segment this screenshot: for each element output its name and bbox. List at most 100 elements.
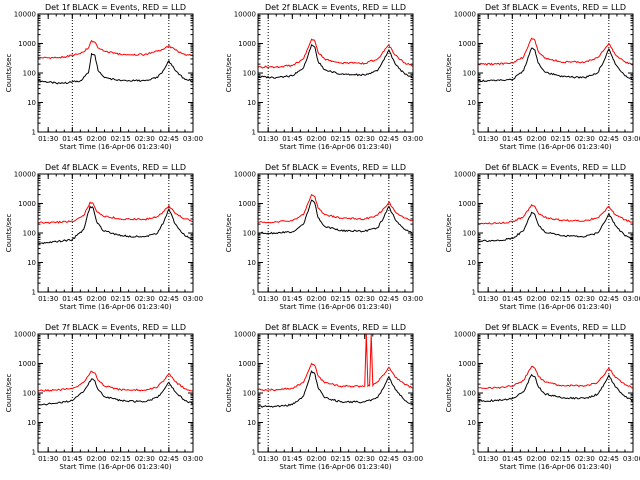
y-axis-label: Counts/sec [5,54,13,93]
y-tick-label: 1 [252,449,256,457]
series-lld [258,38,414,69]
x-tick-label: 02:30 [135,295,155,303]
y-tick-label: 10 [27,259,36,267]
chart-title: Det 9f BLACK = Events, RED = LLD [485,323,626,332]
x-tick-label: 02:45 [379,135,399,143]
y-tick-label: 10000 [14,331,36,339]
series-lld [258,193,413,224]
x-tick-label: 02:15 [551,455,571,463]
series-lld [258,333,414,392]
x-tick-label: 01:30 [258,455,278,463]
y-tick-label: 10 [247,259,256,267]
x-tick-label: 02:15 [331,455,351,463]
x-tick-label: 02:30 [135,455,155,463]
series-events [478,47,634,82]
x-tick-label: 01:45 [282,455,302,463]
y-tick-label: 1000 [458,200,476,208]
x-tick-label: 02:45 [599,455,619,463]
y-tick-label: 10 [467,99,476,107]
x-tick-label: 02:00 [306,295,326,303]
y-axis-label: Counts/sec [225,214,233,253]
x-tick-label: 01:30 [478,135,498,143]
x-tick-label: 01:30 [478,295,498,303]
x-tick-label: 02:30 [575,455,595,463]
panel-det-9: Det 9f BLACK = Events, RED = LLD 1 10 100 10… [445,323,640,471]
y-axis-label: Counts/sec [225,54,233,93]
x-tick-label: 02:45 [599,295,619,303]
y-axis-label: Counts/sec [225,374,233,413]
x-tick-label: 03:00 [403,295,423,303]
x-tick-label: 02:15 [551,295,571,303]
plot-frame [37,13,194,133]
x-axis-label: Start Time (16-Apr-06 01:23:40) [499,463,611,471]
plot-frame [37,173,194,293]
x-tick-label: 02:30 [355,455,375,463]
y-tick-label: 100 [243,390,256,398]
x-tick-label: 02:00 [86,135,106,143]
y-tick-label: 1000 [18,40,36,48]
x-tick-label: 02:30 [575,135,595,143]
series-events [258,44,414,79]
x-tick-label: 02:15 [111,455,131,463]
x-tick-label: 02:30 [135,135,155,143]
series-events [38,52,194,85]
x-tick-label: 01:45 [282,135,302,143]
y-axis-label: Counts/sec [445,374,453,413]
plot-frame [477,173,634,293]
series-lld [478,203,634,225]
y-tick-label: 100 [23,230,36,238]
panel-det-3: Det 3f BLACK = Events, RED = LLD 1 10 100 10… [445,3,640,151]
x-tick-label: 03:00 [183,135,203,143]
y-tick-label: 1000 [238,360,256,368]
y-tick-label: 1 [472,449,476,457]
x-tick-label: 02:45 [159,455,179,463]
series-events [38,378,194,406]
x-tick-label: 02:15 [551,135,571,143]
y-tick-label: 10000 [234,171,256,179]
x-tick-label: 01:45 [502,135,522,143]
y-tick-label: 10 [247,419,256,427]
y-tick-label: 1 [32,289,36,297]
x-tick-label: 02:30 [355,135,375,143]
x-tick-label: 01:30 [258,295,278,303]
y-tick-label: 1 [472,129,476,137]
x-tick-label: 01:30 [258,135,278,143]
x-tick-label: 03:00 [183,455,203,463]
series-lld [478,37,633,66]
x-axis-label: Start Time (16-Apr-06 01:23:40) [499,303,611,311]
y-tick-label: 100 [23,390,36,398]
y-tick-label: 10000 [234,331,256,339]
x-tick-label: 02:00 [526,455,546,463]
y-tick-label: 1000 [238,40,256,48]
x-axis-label: Start Time (16-Apr-06 01:23:40) [279,303,391,311]
series-lld [478,365,634,390]
panel-det-5: Det 5f BLACK = Events, RED = LLD 1 10 100 10… [225,163,423,311]
x-tick-label: 02:45 [599,135,619,143]
x-tick-label: 02:00 [306,135,326,143]
y-tick-label: 100 [243,70,256,78]
x-axis-label: Start Time (16-Apr-06 01:23:40) [279,463,391,471]
y-tick-label: 10 [467,259,476,267]
x-tick-label: 03:00 [403,135,423,143]
x-tick-label: 02:15 [111,295,131,303]
y-tick-label: 10000 [454,11,476,19]
x-tick-label: 02:00 [86,295,106,303]
x-tick-label: 02:30 [355,295,375,303]
plot-frame [37,333,194,453]
x-tick-label: 03:00 [403,455,423,463]
x-axis-label: Start Time (16-Apr-06 01:23:40) [59,463,171,471]
y-tick-label: 10000 [454,171,476,179]
x-tick-label: 01:30 [478,455,498,463]
x-tick-label: 01:45 [62,295,82,303]
chart-title: Det 1f BLACK = Events, RED = LLD [45,3,186,12]
x-tick-label: 02:45 [159,135,179,143]
x-tick-label: 01:30 [38,295,58,303]
y-axis-label: Counts/sec [445,214,453,253]
panel-det-2: Det 2f BLACK = Events, RED = LLD 1 10 100 10… [225,3,423,151]
x-tick-label: 01:45 [502,455,522,463]
x-tick-label: 02:00 [86,455,106,463]
x-tick-label: 02:00 [526,295,546,303]
x-tick-label: 02:15 [331,295,351,303]
y-tick-label: 1000 [18,200,36,208]
